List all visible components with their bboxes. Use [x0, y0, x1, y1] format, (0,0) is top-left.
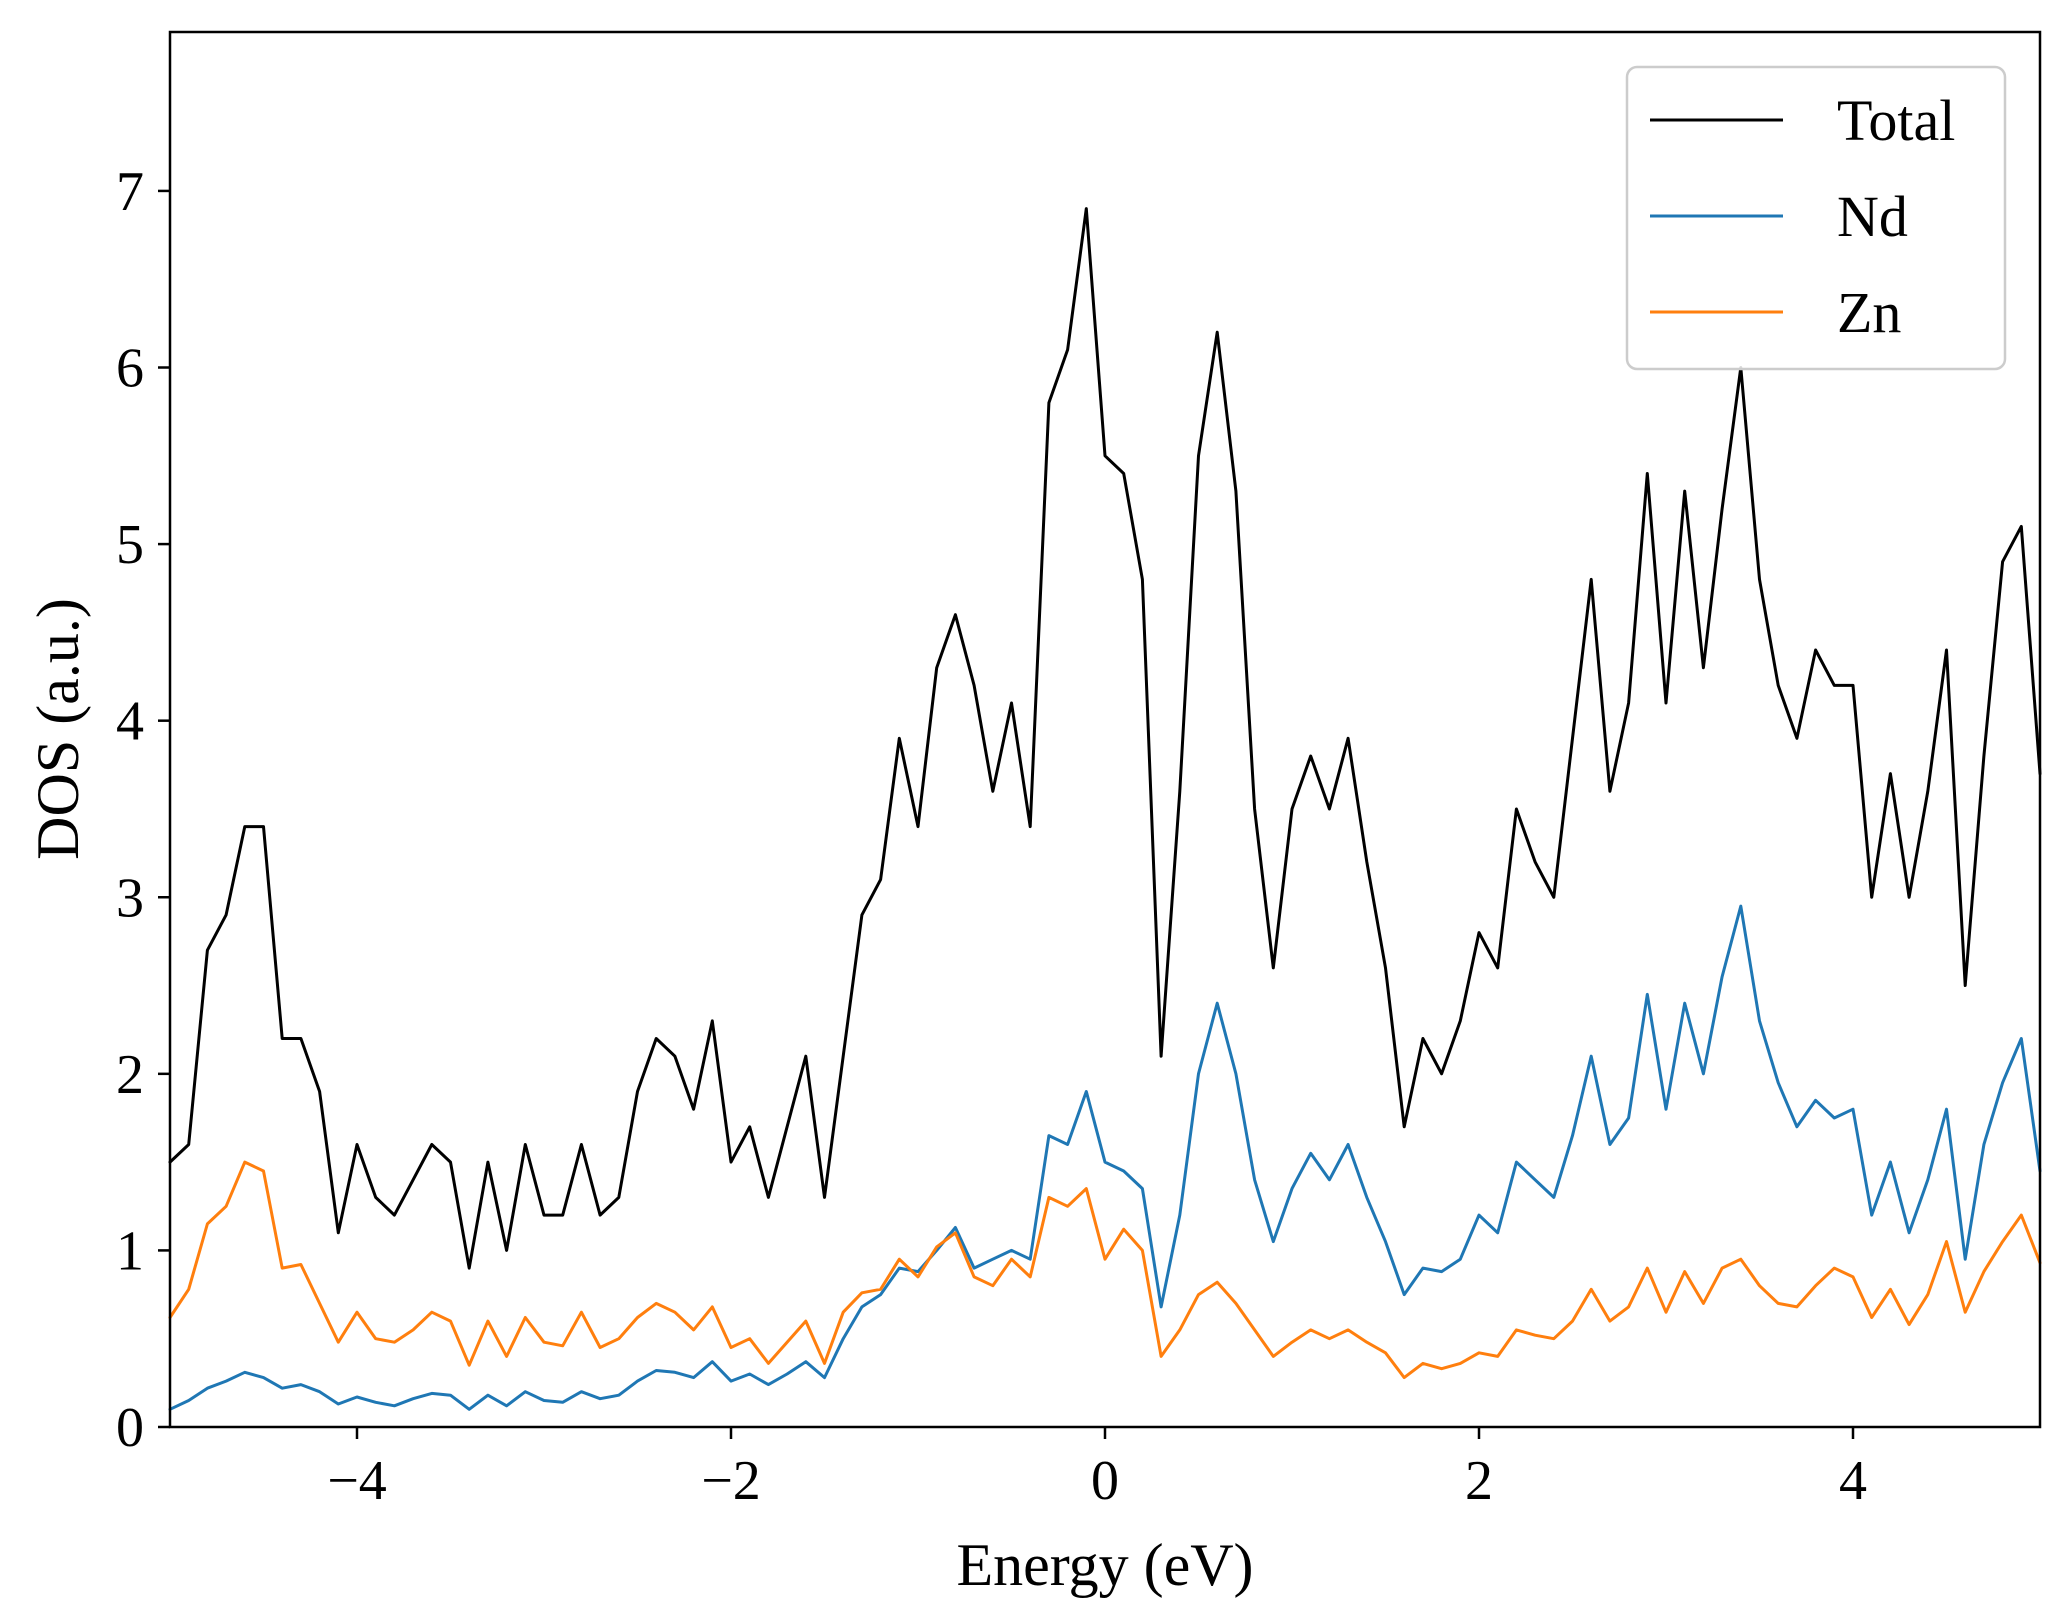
series-line-total	[168, 207, 2042, 1270]
legend-label-zn: Zn	[1837, 280, 1901, 345]
x-axis: −4 −2 0 2 4	[327, 1427, 1867, 1512]
y-tick-label: 5	[116, 514, 144, 576]
y-tick-label: 3	[116, 867, 144, 929]
series-line-nd	[168, 904, 2042, 1411]
y-tick-label: 0	[116, 1397, 144, 1459]
legend: Total Nd Zn	[1625, 65, 2007, 371]
y-tick-label: 7	[116, 161, 144, 223]
x-axis-label: Energy (eV)	[956, 1532, 1253, 1598]
y-tick-label: 6	[116, 338, 144, 400]
legend-label-nd: Nd	[1837, 184, 1908, 249]
x-tick-label: −2	[701, 1450, 761, 1512]
y-axis: 0 1 2 3 4 5 6 7	[116, 161, 170, 1459]
legend-box	[1625, 65, 2007, 371]
x-tick-label: 2	[1465, 1450, 1493, 1512]
x-tick-label: −4	[327, 1450, 387, 1512]
y-tick-label: 2	[116, 1044, 144, 1106]
series-line-zn	[168, 1160, 2042, 1380]
series-layer	[168, 207, 2042, 1411]
legend-label-total: Total	[1837, 88, 1955, 153]
x-tick-label: 0	[1091, 1450, 1119, 1512]
y-axis-label: DOS (a.u.)	[25, 598, 91, 860]
x-tick-label: 4	[1839, 1450, 1867, 1512]
y-tick-label: 1	[116, 1220, 144, 1282]
y-tick-label: 4	[116, 691, 144, 753]
